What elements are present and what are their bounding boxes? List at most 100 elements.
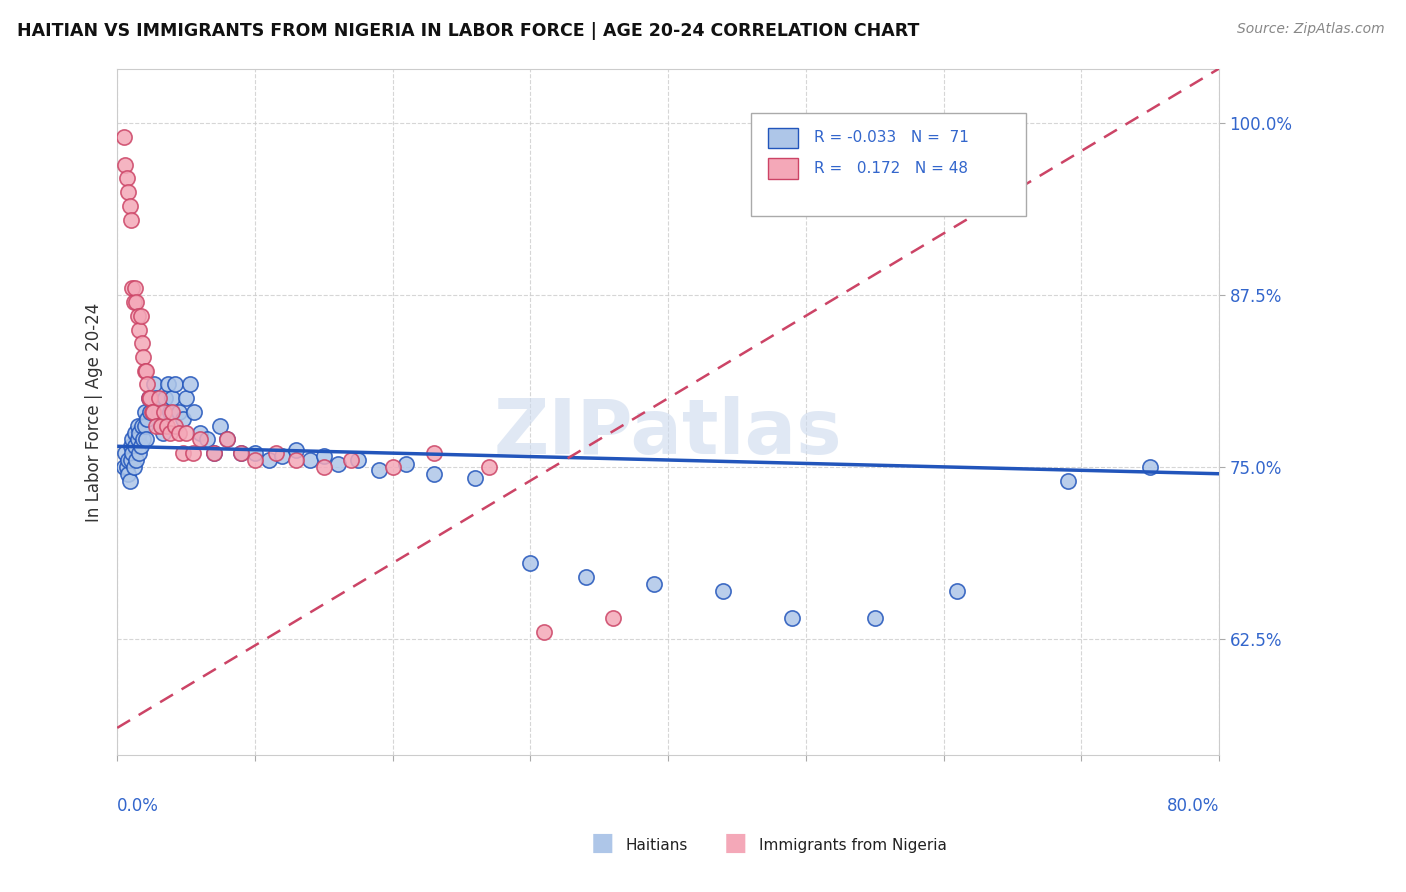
Point	[115, 459, 138, 474]
Point	[271, 449, 294, 463]
FancyBboxPatch shape	[769, 159, 799, 179]
Point	[156, 418, 179, 433]
Point	[141, 391, 163, 405]
Point	[129, 309, 152, 323]
Point	[574, 570, 596, 584]
Y-axis label: In Labor Force | Age 20-24: In Labor Force | Age 20-24	[86, 302, 103, 522]
Point	[202, 446, 225, 460]
Text: R = -0.033   N =  71: R = -0.033 N = 71	[814, 129, 969, 145]
Point	[174, 391, 197, 405]
Point	[202, 446, 225, 460]
Point	[135, 433, 157, 447]
Point	[134, 364, 156, 378]
Point	[162, 391, 184, 405]
Point	[121, 446, 143, 460]
Point	[135, 364, 157, 378]
Point	[159, 425, 181, 440]
Point	[423, 467, 446, 481]
Point	[124, 281, 146, 295]
Point	[129, 439, 152, 453]
Point	[163, 418, 186, 433]
Point	[312, 459, 335, 474]
Point	[148, 405, 170, 419]
Point	[145, 391, 167, 405]
FancyBboxPatch shape	[751, 113, 1026, 216]
Point	[117, 185, 139, 199]
Text: Source: ZipAtlas.com: Source: ZipAtlas.com	[1237, 22, 1385, 37]
Text: 0.0%: 0.0%	[117, 797, 159, 814]
Point	[519, 556, 541, 570]
Text: HAITIAN VS IMMIGRANTS FROM NIGERIA IN LABOR FORCE | AGE 20-24 CORRELATION CHART: HAITIAN VS IMMIGRANTS FROM NIGERIA IN LA…	[17, 22, 920, 40]
Point	[127, 418, 149, 433]
Point	[122, 295, 145, 310]
Point	[299, 453, 322, 467]
Point	[114, 446, 136, 460]
Point	[125, 295, 148, 310]
Text: Haitians: Haitians	[626, 838, 688, 853]
Point	[174, 425, 197, 440]
Point	[120, 439, 142, 453]
Point	[115, 171, 138, 186]
Point	[533, 624, 555, 639]
Text: 80.0%: 80.0%	[1167, 797, 1219, 814]
Point	[264, 446, 287, 460]
Point	[121, 281, 143, 295]
Point	[312, 449, 335, 463]
Point	[243, 453, 266, 467]
Point	[136, 412, 159, 426]
Point	[157, 377, 180, 392]
Point	[153, 405, 176, 419]
Point	[150, 418, 173, 433]
Point	[181, 446, 204, 460]
Point	[152, 425, 174, 440]
Point	[326, 457, 349, 471]
Point	[142, 405, 165, 419]
Point	[139, 405, 162, 419]
Point	[127, 309, 149, 323]
Point	[112, 459, 135, 474]
Text: ■: ■	[724, 830, 748, 855]
Point	[125, 453, 148, 467]
Point	[285, 453, 308, 467]
Point	[231, 446, 253, 460]
Point	[602, 611, 624, 625]
Point	[347, 453, 370, 467]
Point	[172, 446, 194, 460]
Point	[340, 453, 363, 467]
Point	[118, 474, 141, 488]
Point	[172, 412, 194, 426]
Point	[179, 377, 201, 392]
Point	[163, 377, 186, 392]
Point	[124, 425, 146, 440]
Text: ■: ■	[591, 830, 614, 855]
Point	[117, 467, 139, 481]
Point	[139, 391, 162, 405]
Point	[395, 457, 418, 471]
Point	[381, 459, 404, 474]
Point	[132, 433, 155, 447]
Point	[257, 453, 280, 467]
Point	[134, 418, 156, 433]
Point	[131, 418, 153, 433]
Point	[124, 439, 146, 453]
Point	[120, 212, 142, 227]
Point	[155, 391, 177, 405]
Point	[142, 405, 165, 419]
Point	[183, 405, 205, 419]
Point	[120, 453, 142, 467]
Point	[118, 199, 141, 213]
Point	[217, 433, 239, 447]
Point	[780, 611, 803, 625]
Point	[128, 425, 150, 440]
Point	[285, 443, 308, 458]
Point	[114, 158, 136, 172]
Point	[131, 336, 153, 351]
Point	[136, 377, 159, 392]
Point	[128, 322, 150, 336]
Point	[150, 418, 173, 433]
Point	[121, 433, 143, 447]
Point	[132, 350, 155, 364]
Point	[946, 583, 969, 598]
Point	[128, 446, 150, 460]
Point	[1139, 459, 1161, 474]
